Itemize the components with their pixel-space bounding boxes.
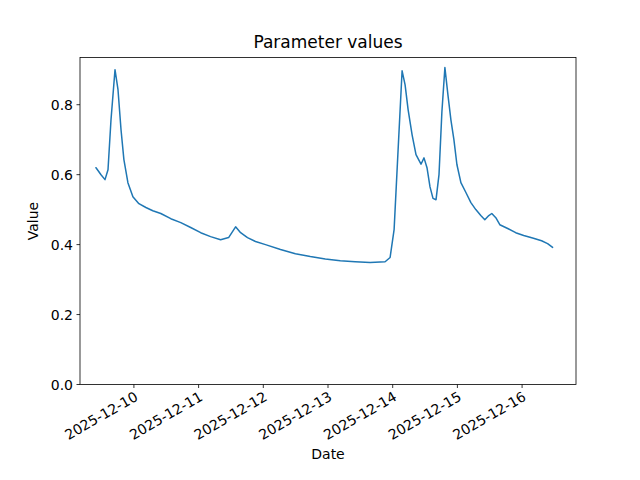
y-tick-label: 0.2 xyxy=(51,307,73,323)
x-tick-label: 2025-12-16 xyxy=(450,388,529,443)
x-tick-label: 2025-12-11 xyxy=(127,388,205,443)
plot-area: 2025-12-102025-12-112025-12-122025-12-13… xyxy=(51,58,576,443)
x-tick-label: 2025-12-14 xyxy=(321,388,400,443)
chart-title: Parameter values xyxy=(253,32,402,52)
y-axis-label: Value xyxy=(25,202,41,240)
line-chart: Parameter values Date Value 2025-12-1020… xyxy=(0,0,640,480)
y-tick-label: 0.6 xyxy=(51,167,73,183)
x-tick-label: 2025-12-15 xyxy=(385,388,463,443)
x-tick-label: 2025-12-13 xyxy=(256,388,334,443)
axes-frame xyxy=(80,58,576,385)
x-tick-label: 2025-12-10 xyxy=(62,388,140,443)
x-axis-label: Date xyxy=(311,446,344,462)
y-tick-label: 0.0 xyxy=(51,377,73,393)
y-tick-label: 0.4 xyxy=(51,237,73,253)
data-line xyxy=(96,68,553,263)
y-tick-label: 0.8 xyxy=(51,97,73,113)
x-tick-label: 2025-12-12 xyxy=(191,388,269,443)
figure: Parameter values Date Value 2025-12-1020… xyxy=(0,0,640,480)
